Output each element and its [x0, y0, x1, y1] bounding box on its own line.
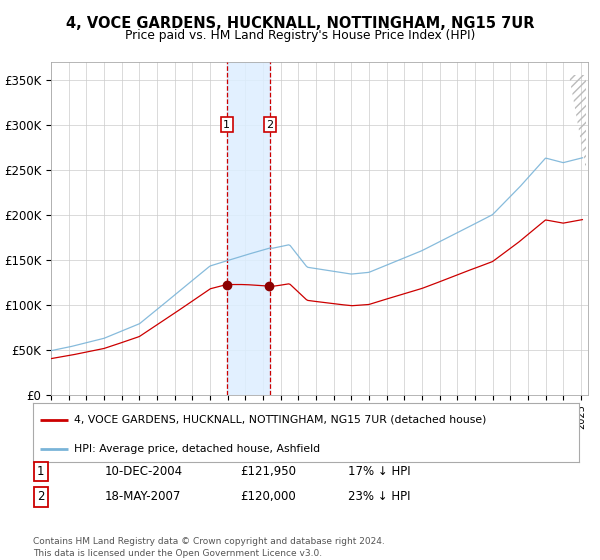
Text: Contains HM Land Registry data © Crown copyright and database right 2024.
This d: Contains HM Land Registry data © Crown c…	[33, 537, 385, 558]
Text: 1: 1	[223, 120, 230, 129]
Text: 23% ↓ HPI: 23% ↓ HPI	[348, 490, 410, 503]
Text: 18-MAY-2007: 18-MAY-2007	[105, 490, 181, 503]
Text: 10-DEC-2004: 10-DEC-2004	[105, 465, 183, 478]
Text: 2: 2	[37, 490, 44, 503]
Text: 4, VOCE GARDENS, HUCKNALL, NOTTINGHAM, NG15 7UR: 4, VOCE GARDENS, HUCKNALL, NOTTINGHAM, N…	[66, 16, 534, 31]
Bar	[227, 62, 269, 395]
Text: 17% ↓ HPI: 17% ↓ HPI	[348, 465, 410, 478]
Text: 2: 2	[266, 120, 273, 129]
Text: HPI: Average price, detached house, Ashfield: HPI: Average price, detached house, Ashf…	[74, 444, 320, 454]
Text: 4, VOCE GARDENS, HUCKNALL, NOTTINGHAM, NG15 7UR (detached house): 4, VOCE GARDENS, HUCKNALL, NOTTINGHAM, N…	[74, 414, 487, 424]
Text: Price paid vs. HM Land Registry's House Price Index (HPI): Price paid vs. HM Land Registry's House …	[125, 29, 475, 42]
Text: £120,000: £120,000	[240, 490, 296, 503]
Text: £121,950: £121,950	[240, 465, 296, 478]
Text: 1: 1	[37, 465, 44, 478]
